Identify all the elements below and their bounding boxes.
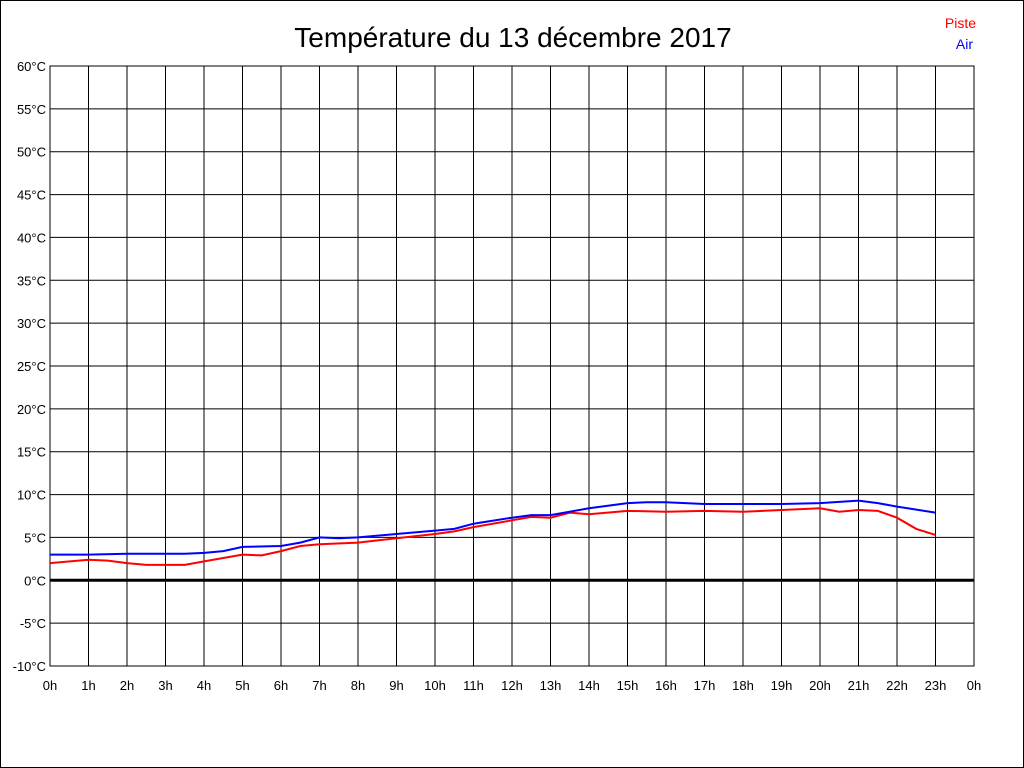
x-tick-label: 8h (351, 678, 365, 693)
x-tick-label: 22h (886, 678, 908, 693)
y-tick-label: -5°C (20, 616, 46, 631)
x-tick-label: 13h (540, 678, 562, 693)
chart-title: Température du 13 décembre 2017 (294, 22, 731, 53)
x-tick-label: 2h (120, 678, 134, 693)
series-line-air (50, 499, 936, 556)
x-tick-label: 0h (43, 678, 57, 693)
x-tick-label: 4h (197, 678, 211, 693)
y-tick-label: 55°C (17, 102, 46, 117)
y-tick-label: 0°C (24, 573, 46, 588)
x-tick-label: 10h (424, 678, 446, 693)
y-tick-label: 35°C (17, 273, 46, 288)
y-tick-label: 10°C (17, 488, 46, 503)
y-tick-label: 25°C (17, 359, 46, 374)
y-tick-label: 5°C (24, 530, 46, 545)
x-tick-label: 1h (81, 678, 95, 693)
y-tick-label: 60°C (17, 59, 46, 74)
x-tick-label: 18h (732, 678, 754, 693)
y-tick-label: 45°C (17, 188, 46, 203)
series-line-piste (49, 507, 936, 566)
y-tick-label: 40°C (17, 230, 46, 245)
y-tick-label: 20°C (17, 402, 46, 417)
y-tick-label: 50°C (17, 145, 46, 160)
x-tick-label: 16h (655, 678, 677, 693)
x-tick-label: 0h (967, 678, 981, 693)
legend-piste: Piste (945, 15, 976, 31)
x-tick-label: 12h (501, 678, 523, 693)
x-tick-label: 23h (925, 678, 947, 693)
x-tick-label: 14h (578, 678, 600, 693)
y-tick-label: -10°C (13, 659, 46, 674)
x-tick-label: 17h (694, 678, 716, 693)
x-tick-label: 20h (809, 678, 831, 693)
x-tick-label: 19h (771, 678, 793, 693)
y-tick-label: 15°C (17, 445, 46, 460)
x-tick-label: 6h (274, 678, 288, 693)
x-tick-label: 11h (463, 678, 484, 693)
x-tick-label: 21h (848, 678, 870, 693)
x-tick-label: 7h (312, 678, 326, 693)
y-tick-label: 30°C (17, 316, 46, 331)
x-tick-label: 5h (235, 678, 249, 693)
legend-air: Air (956, 36, 973, 52)
x-tick-label: 9h (389, 678, 403, 693)
x-tick-label: 15h (617, 678, 639, 693)
x-tick-label: 3h (158, 678, 172, 693)
